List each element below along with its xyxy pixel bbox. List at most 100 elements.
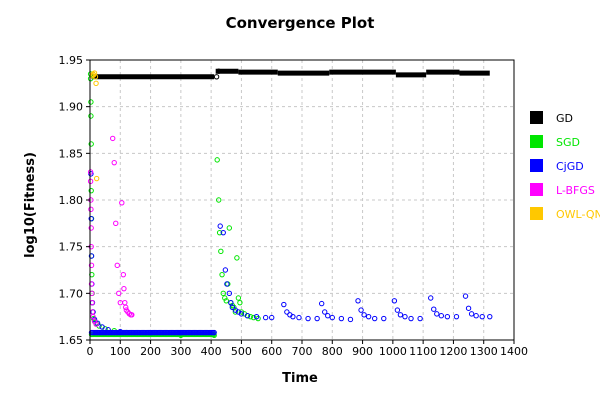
- data-point: [244, 313, 251, 319]
- data-point: [296, 314, 302, 321]
- data-point: [87, 169, 94, 175]
- x-tick-label: 900: [352, 345, 373, 358]
- x-tick-label: 1100: [409, 345, 437, 358]
- data-point: [93, 321, 99, 327]
- data-point: [220, 290, 226, 297]
- x-tick-label: 400: [201, 345, 222, 358]
- legend-swatch: [530, 183, 543, 196]
- data-point: [110, 135, 116, 142]
- data-point: [87, 178, 94, 185]
- data-point: [465, 305, 472, 311]
- data-point: [216, 197, 222, 203]
- data-point: [88, 187, 94, 194]
- data-point: [220, 229, 226, 236]
- data-point: [237, 299, 243, 306]
- data-point: [93, 80, 99, 87]
- data-point: [262, 314, 269, 321]
- plot-data: [87, 68, 493, 339]
- data-point: [88, 253, 95, 259]
- x-tick-label: 1400: [500, 345, 528, 358]
- data-point: [99, 324, 105, 330]
- data-point: [281, 301, 287, 308]
- legend-swatch: [530, 135, 543, 148]
- y-tick-label: 1.90: [59, 101, 84, 114]
- data-point: [88, 141, 94, 147]
- data-point: [253, 313, 260, 320]
- x-axis-title: Time: [282, 371, 318, 386]
- y-tick-label: 1.95: [59, 54, 84, 67]
- legend-label: SGD: [556, 136, 580, 149]
- x-tick-label: 600: [261, 345, 282, 358]
- axes: 0 100 200 300 400 500 600 700 800 900 1000 1100 1200…: [59, 54, 529, 358]
- data-point: [397, 312, 404, 318]
- data-point: [147, 329, 154, 336]
- data-point: [391, 298, 398, 304]
- data-point: [129, 312, 135, 318]
- x-tick-label: 500: [231, 345, 252, 358]
- data-point: [361, 312, 367, 318]
- data-point: [365, 313, 372, 320]
- data-point: [114, 262, 120, 269]
- y-tick-label: 1.75: [59, 241, 84, 254]
- series-l-bfgs: [87, 135, 135, 327]
- series-sgd: [87, 71, 261, 339]
- data-point: [122, 299, 128, 306]
- legend-swatch: [530, 207, 543, 220]
- data-point: [211, 329, 217, 336]
- data-point: [402, 313, 408, 320]
- data-point: [121, 285, 127, 292]
- data-point: [222, 295, 228, 301]
- data-point: [88, 262, 95, 269]
- data-point: [338, 315, 345, 322]
- x-tick-label: 1200: [439, 345, 467, 358]
- x-tick-label: 1000: [379, 345, 407, 358]
- data-point: [178, 329, 184, 336]
- data-point: [238, 311, 245, 317]
- legend-label: CjGD: [556, 160, 584, 173]
- data-point: [428, 295, 434, 301]
- data-point: [325, 313, 331, 319]
- data-point: [223, 298, 229, 304]
- data-point: [88, 113, 94, 119]
- x-tick-label: 800: [322, 345, 343, 358]
- data-point: [487, 313, 493, 320]
- data-point: [347, 316, 354, 323]
- legend: GD SGD CjGD L-BFGS OWL-QN: [530, 111, 600, 221]
- legend-swatch: [530, 159, 543, 172]
- data-point: [269, 314, 275, 321]
- data-point: [438, 313, 445, 319]
- data-point: [88, 206, 94, 213]
- data-point: [462, 293, 469, 299]
- data-point: [431, 306, 437, 312]
- data-point: [214, 157, 220, 163]
- data-point: [417, 315, 423, 322]
- data-point: [468, 311, 475, 317]
- data-point: [318, 300, 325, 307]
- data-point: [224, 281, 230, 287]
- data-point: [88, 99, 94, 105]
- data-point: [88, 225, 94, 231]
- data-point: [355, 298, 361, 304]
- legend-label: OWL-QN: [556, 208, 600, 221]
- data-point: [247, 313, 254, 320]
- data-point: [434, 311, 440, 317]
- data-point: [314, 315, 320, 322]
- data-point: [358, 307, 364, 313]
- data-point: [123, 304, 129, 311]
- data-point: [290, 313, 296, 320]
- series-owl-qn: [89, 70, 100, 182]
- data-point: [90, 313, 96, 320]
- data-point: [473, 313, 479, 319]
- grid-lines: [90, 60, 514, 340]
- x-tick-label: 200: [140, 345, 161, 358]
- data-point: [216, 229, 223, 236]
- data-point: [222, 267, 229, 273]
- data-point: [219, 271, 225, 278]
- data-point: [113, 220, 119, 227]
- data-point: [217, 223, 223, 229]
- y-axis-title: log10(Fitness): [23, 152, 38, 258]
- data-point: [453, 313, 460, 320]
- data-point: [213, 74, 220, 80]
- legend-label: GD: [556, 112, 573, 125]
